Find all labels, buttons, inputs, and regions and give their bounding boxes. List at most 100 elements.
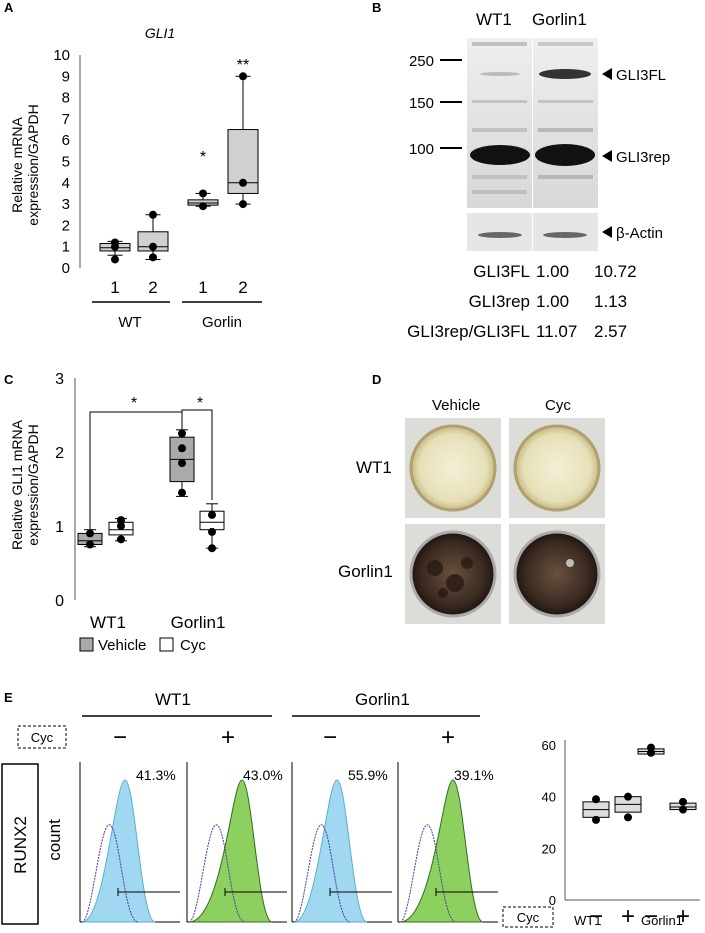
mw-label-150: 150 (409, 95, 434, 112)
panel-a-ytick: 5 (62, 154, 70, 171)
summary-point (624, 792, 632, 801)
band-gli3rep-gorlin1 (535, 144, 595, 166)
quant-wt-gli3rep: 1.00 (536, 292, 570, 311)
legend-cyc-label: Cyc (180, 637, 206, 654)
panel-a-ylabel-2: expression/GAPDH (25, 104, 41, 225)
panel-a-label: A (4, 0, 14, 15)
panel-a-ytick: 9 (62, 68, 70, 85)
summary-sign-3: − (644, 903, 658, 930)
legend-vehicle-swatch (79, 637, 94, 652)
panel-a-point (239, 178, 247, 187)
runx2-label: RUNX2 (11, 816, 30, 874)
panel-c-point (178, 444, 186, 453)
panel-c-point (86, 540, 94, 549)
panel-a-ytick: 1 (62, 239, 70, 256)
panel-c-point (178, 488, 186, 497)
panel-a-point (111, 255, 119, 264)
panel-a-group-gorlin: Gorlin (202, 314, 242, 331)
panel-c-chart: Relative GLI1 mRNA expression/GAPDH 0 1 2 3… (9, 371, 226, 654)
panel-d-label: D (372, 372, 382, 387)
panel-a-ytick: 7 (62, 111, 70, 128)
panel-e-sign-3: − (323, 724, 337, 751)
mw-label-100: 100 (409, 141, 434, 158)
panel-c-group-gorlin1: Gorlin1 (171, 613, 226, 632)
quant-gorlin-gli3rep: 1.13 (594, 292, 628, 311)
panel-a-point (199, 202, 207, 211)
panel-c-ytick: 2 (55, 445, 64, 462)
band-gli3fl-wt1 (480, 72, 520, 76)
panel-a-point (111, 238, 119, 247)
summary-point (679, 805, 687, 814)
well-gorlin1-vehicle (409, 530, 497, 618)
panel-a-ytick: 4 (62, 175, 70, 192)
panel-e-group-gorlin1: Gorlin1 (355, 690, 410, 709)
flow-percent: 43.0% (243, 767, 283, 783)
well-gorlin1-cyc (513, 530, 601, 618)
well-wt1-cyc (513, 424, 601, 512)
summary-point (592, 815, 600, 824)
panel-e-label: E (4, 690, 13, 705)
panel-c-ytick: 3 (55, 371, 64, 388)
well-wt1-vehicle (409, 424, 497, 512)
panel-a-group-wt: WT (118, 314, 141, 331)
runx2-box (1, 763, 39, 925)
panel-a-ytick: 6 (62, 132, 70, 149)
arrow-actin-icon (602, 226, 612, 238)
flow-histogram-runx2 (188, 779, 273, 923)
panel-a-point (149, 253, 157, 262)
quant-label-gli3fl: GLI3FL (473, 262, 530, 281)
panel-c-ylabel-1: Relative GLI1 mRNA (9, 419, 25, 550)
panel-a-xtick: 2 (148, 278, 157, 297)
panel-c-sig-bracket-2 (181, 409, 213, 500)
panel-c-point (117, 516, 125, 525)
panel-a-point (239, 200, 247, 209)
quant-gorlin-gli3fl: 10.72 (594, 262, 637, 281)
summary-ytick: 20 (542, 841, 556, 856)
panel-d-row-wt1: WT1 (356, 458, 392, 477)
panel-e-sign-4: + (441, 724, 455, 751)
panel-c-label: C (4, 372, 14, 387)
quant-wt-ratio: 11.07 (536, 322, 578, 341)
count-label: count (45, 819, 64, 861)
panel-a-xtick: 2 (238, 278, 247, 297)
summary-ytick: 0 (549, 893, 556, 908)
band-label-gli3fl: GLI3FL (616, 67, 666, 84)
arrow-gli3fl-icon (602, 68, 612, 80)
blot-lane-gorlin1 (533, 38, 598, 208)
band-label-gli3rep: GLI3rep (616, 149, 670, 166)
panel-c-group-wt1: WT1 (90, 613, 126, 632)
flow-histogram-runx2 (399, 779, 484, 923)
flow-percent: 55.9% (348, 767, 388, 783)
panel-b-label: B (372, 0, 382, 15)
summary-group-wt1: WT1 (574, 913, 602, 928)
western-blot: 250 150 100 GLI3FL GLI3rep β-Actin (409, 38, 670, 251)
summary-group-gorlin1: Gorlin1 (641, 913, 683, 928)
actin-lane-gorlin1 (533, 213, 598, 251)
panel-d-row-gorlin1: Gorlin1 (338, 562, 393, 581)
actin-lane-wt1 (467, 213, 532, 251)
panel-d-col-vehicle: Vehicle (432, 397, 481, 414)
panel-c-sig-1: * (131, 395, 137, 412)
panel-c-ytick: 1 (55, 519, 64, 536)
panel-a-point (239, 72, 247, 81)
summary-point (679, 797, 687, 806)
panel-a-ytick: 8 (62, 90, 70, 107)
summary-sign-1: − (589, 903, 603, 930)
panel-a-title: GLI1 (145, 25, 175, 41)
panel-c-ytick: 0 (55, 593, 64, 610)
panel-a-chart: GLI1 Relative mRNA expression/GAPDH 0 1 2 3… (9, 25, 262, 331)
summary-point (592, 795, 600, 804)
summary-ytick: 60 (542, 738, 556, 753)
panel-c-point (117, 535, 125, 544)
legend-cyc-swatch (159, 637, 174, 652)
panel-e-figure: Cyc − + − + RUNX2 count 41.3% 43.0% 55.9% 3… (1, 715, 700, 930)
panel-c-point (117, 522, 125, 530)
lane-label-wt1: WT1 (476, 10, 512, 29)
summary-sign-4: + (676, 903, 690, 930)
flow-histogram-control (293, 824, 351, 923)
panel-c-point (178, 459, 186, 468)
mw-label-250: 250 (409, 53, 434, 70)
panel-c-sig-2: * (197, 395, 203, 412)
band-label-actin: β-Actin (616, 225, 663, 242)
panel-a-point (199, 189, 207, 198)
